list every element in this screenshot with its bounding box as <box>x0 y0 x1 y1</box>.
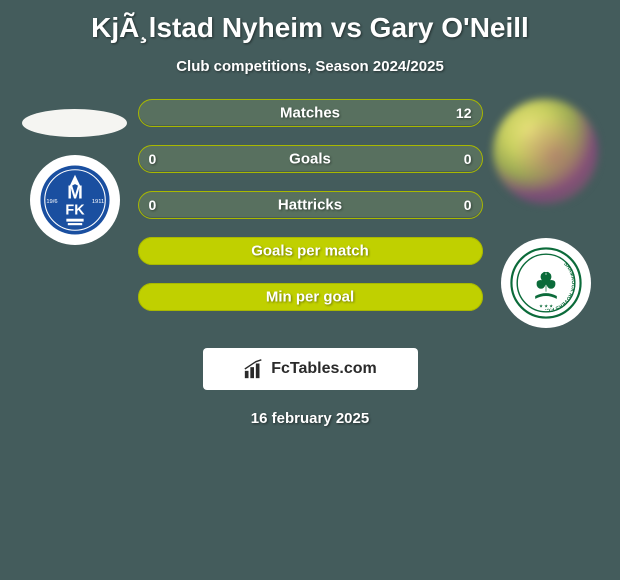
page-title: KjÃ¸lstad Nyheim vs Gary O'Neill <box>91 12 529 44</box>
right-side: SHAMROCK ROVERS F.C. ★ ★ ★ <box>491 99 601 328</box>
stat-right-value: 0 <box>464 151 472 167</box>
stat-bar-hattricks: 0 Hattricks 0 <box>138 191 483 219</box>
stat-label: Matches <box>280 105 340 122</box>
svg-text:19/6: 19/6 <box>46 199 57 205</box>
date-label: 16 february 2025 <box>251 410 369 427</box>
stat-label: Min per goal <box>266 289 354 306</box>
team2-crest: SHAMROCK ROVERS F.C. ★ ★ ★ <box>501 238 591 328</box>
molde-crest-icon: M FK 19/6 1911 <box>39 164 111 236</box>
player1-avatar-placeholder <box>22 109 127 137</box>
svg-text:1911: 1911 <box>91 199 103 205</box>
bar-chart-icon <box>243 358 265 380</box>
stat-left-value: 0 <box>149 151 157 167</box>
page-subtitle: Club competitions, Season 2024/2025 <box>176 58 444 75</box>
comparison-card: KjÃ¸lstad Nyheim vs Gary O'Neill Club co… <box>0 0 620 437</box>
stat-label: Hattricks <box>278 197 342 214</box>
svg-text:M: M <box>67 182 83 203</box>
fctables-logo[interactable]: FcTables.com <box>203 348 418 390</box>
stat-bars: Matches 12 0 Goals 0 0 Hattricks 0 Goals… <box>138 99 483 311</box>
shamrock-rovers-crest-icon: SHAMROCK ROVERS F.C. ★ ★ ★ <box>510 247 582 319</box>
stat-label: Goals per match <box>251 243 369 260</box>
player2-avatar <box>493 99 598 204</box>
stat-bar-min-per-goal: Min per goal <box>138 283 483 311</box>
logo-text: FcTables.com <box>271 360 377 378</box>
left-side: M FK 19/6 1911 <box>20 99 130 245</box>
stat-bar-goals-per-match: Goals per match <box>138 237 483 265</box>
svg-text:★ ★ ★: ★ ★ ★ <box>539 303 553 308</box>
stat-left-value: 0 <box>149 197 157 213</box>
stat-label: Goals <box>289 151 331 168</box>
svg-text:FK: FK <box>65 202 85 218</box>
stat-bar-goals: 0 Goals 0 <box>138 145 483 173</box>
team1-crest: M FK 19/6 1911 <box>30 155 120 245</box>
stat-right-value: 0 <box>464 197 472 213</box>
main-row: M FK 19/6 1911 Matches 12 0 Goals 0 0 <box>0 99 620 328</box>
stat-bar-matches: Matches 12 <box>138 99 483 127</box>
stat-right-value: 12 <box>456 105 472 121</box>
